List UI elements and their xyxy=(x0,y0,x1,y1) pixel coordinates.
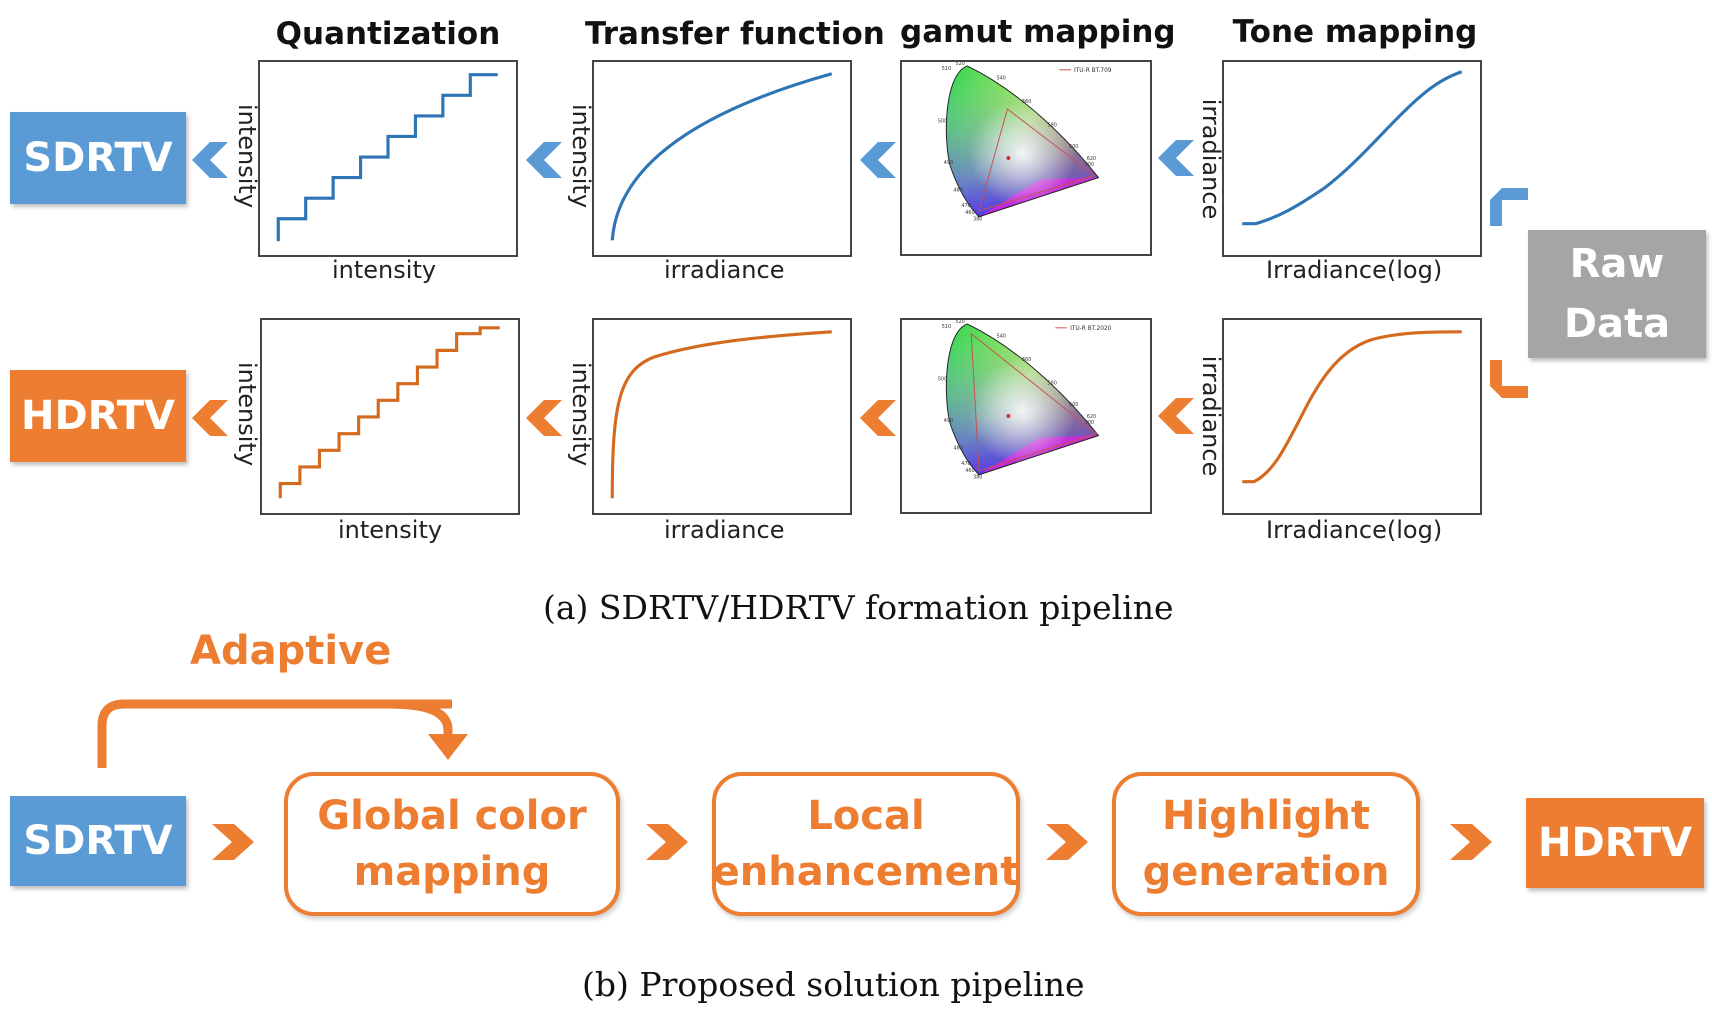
title-quantization: Quantization xyxy=(275,16,501,52)
hdr-chevron-left-icon-2 xyxy=(526,400,562,436)
svg-text:510: 510 xyxy=(942,324,951,330)
svg-text:560: 560 xyxy=(1022,357,1031,363)
sdr-transfer-ylabel: intensity xyxy=(567,103,596,209)
stage-global-color-mapping: Global color mapping xyxy=(284,772,620,916)
adaptive-arrow-cover xyxy=(389,690,480,738)
raw-data-line2: Data xyxy=(1563,301,1671,347)
stage-1-line2: mapping xyxy=(353,849,551,895)
sdr-gamut-plot: ITU-R BT.709 520 540 560 580 600 620 700 510 5… xyxy=(900,60,1152,256)
hdr-transfer-plot xyxy=(592,318,852,515)
sdr-chevron-left-icon-1 xyxy=(192,142,228,178)
sdr-transfer-plot xyxy=(592,60,852,257)
hdr-quantization-plot xyxy=(260,318,520,515)
bt709-triangle xyxy=(978,108,1096,212)
hdr-chevron-left-icon-4 xyxy=(1158,398,1194,434)
raw-to-hdr-chevron-icon xyxy=(1490,360,1528,398)
svg-text:460: 460 xyxy=(965,468,974,474)
svg-text:520: 520 xyxy=(955,320,964,325)
svg-text:700: 700 xyxy=(1085,162,1094,168)
hdr-transfer-ylabel: intensity xyxy=(567,361,596,467)
stage-highlight-generation: Highlight generation xyxy=(1112,772,1420,916)
sdr-tone-xlabel: Irradiance(log) xyxy=(1266,256,1443,284)
stage-1-line1: Global color xyxy=(317,793,587,839)
sdr-chevron-left-icon-4 xyxy=(1158,140,1194,176)
hdr-quantization-curve xyxy=(278,326,500,499)
raw-to-sdr-chevron-icon xyxy=(1490,188,1528,226)
stage-2-line2: enhancement xyxy=(712,849,1020,895)
hdr-gamut-legend: ITU-R BT.2020 xyxy=(1070,326,1112,332)
sdr-transfer-xlabel: irradiance xyxy=(664,256,785,284)
svg-text:620: 620 xyxy=(1087,414,1096,420)
flow-chevron-right-icon-4 xyxy=(1450,824,1492,860)
svg-text:700: 700 xyxy=(1085,420,1094,426)
raw-data-box: Raw Data xyxy=(1528,230,1706,358)
sdr-quantization-curve xyxy=(276,73,498,242)
hdr-quantization-ylabel: intensity xyxy=(233,361,262,467)
hdr-tone-ylabel: irradiance xyxy=(1197,355,1226,477)
svg-text:540: 540 xyxy=(997,334,1006,340)
caption-a: (a) SDRTV/HDRTV formation pipeline xyxy=(543,588,1174,627)
svg-text:580: 580 xyxy=(1048,123,1057,129)
hdrtv-output-box: HDRTV xyxy=(10,370,186,462)
svg-text:620: 620 xyxy=(1087,156,1096,162)
svg-text:500: 500 xyxy=(938,377,947,383)
sdr-tone-ylabel: irradiance xyxy=(1197,98,1226,220)
sdr-chevron-left-icon-2 xyxy=(526,142,562,178)
svg-text:490: 490 xyxy=(944,418,953,424)
svg-text:470: 470 xyxy=(961,203,970,209)
sdr-gamut-legend: ITU-R BT.709 xyxy=(1074,68,1112,74)
title-tone-mapping: Tone mapping xyxy=(1232,14,1478,50)
svg-text:470: 470 xyxy=(961,461,970,467)
svg-text:510: 510 xyxy=(942,66,951,72)
stage-3-line1: Highlight xyxy=(1162,793,1370,839)
svg-text:480: 480 xyxy=(954,187,963,193)
adaptive-label: Adaptive xyxy=(190,628,392,674)
svg-text:490: 490 xyxy=(944,160,953,166)
hdr-tone-xlabel: Irradiance(log) xyxy=(1266,516,1443,544)
svg-text:600: 600 xyxy=(1069,402,1078,408)
hdr-chevron-left-icon-3 xyxy=(860,400,896,436)
hdr-quantization-xlabel: intensity xyxy=(338,516,443,544)
adaptive-arrowhead-icon xyxy=(428,734,468,760)
sdr-quantization-plot xyxy=(258,60,518,257)
output-hdrtv-box: HDRTV xyxy=(1526,798,1704,888)
flow-chevron-right-icon-2 xyxy=(646,824,688,860)
raw-data-line1: Raw xyxy=(1569,241,1665,287)
hdr-chevron-left-icon-1 xyxy=(192,400,228,436)
title-gamut-mapping: gamut mapping xyxy=(900,14,1176,50)
svg-text:600: 600 xyxy=(1069,144,1078,150)
svg-text:580: 580 xyxy=(1048,381,1057,387)
stage-local-enhancement: Local enhancement xyxy=(712,772,1020,916)
svg-text:460: 460 xyxy=(965,210,974,216)
sdr-transfer-curve xyxy=(610,72,833,241)
svg-text:500: 500 xyxy=(938,119,947,125)
caption-b: (b) Proposed solution pipeline xyxy=(582,965,1085,1004)
flow-chevron-right-icon-1 xyxy=(212,824,254,860)
svg-text:560: 560 xyxy=(1022,99,1031,105)
svg-text:480: 480 xyxy=(954,445,963,451)
hdr-gamut-plot: ITU-R BT.2020 520 540 560 580 600 620 700 510… xyxy=(900,318,1152,514)
sdrtv-output-box: SDRTV xyxy=(10,112,186,204)
flow-chevron-right-icon-3 xyxy=(1046,824,1088,860)
sdr-tone-plot xyxy=(1222,60,1482,257)
hdr-tone-plot xyxy=(1222,318,1482,515)
hdr-transfer-curve xyxy=(610,330,832,499)
svg-text:540: 540 xyxy=(997,76,1006,82)
input-sdrtv-box: SDRTV xyxy=(10,796,186,886)
stage-2-line1: Local xyxy=(807,793,925,839)
svg-text:380: 380 xyxy=(973,475,982,481)
sdr-chevron-left-icon-3 xyxy=(860,142,896,178)
svg-text:520: 520 xyxy=(955,62,964,67)
sdr-quantization-ylabel: intensity xyxy=(233,103,262,209)
sdr-quantization-xlabel: intensity xyxy=(332,256,437,284)
bt2020-triangle xyxy=(970,332,1098,472)
title-transfer-function: Transfer function xyxy=(585,16,885,52)
svg-text:380: 380 xyxy=(973,217,982,223)
stage-3-line2: generation xyxy=(1142,849,1390,895)
hdr-tone-curve xyxy=(1242,330,1462,484)
sdr-tone-curve xyxy=(1242,70,1463,226)
hdr-transfer-xlabel: irradiance xyxy=(664,516,785,544)
